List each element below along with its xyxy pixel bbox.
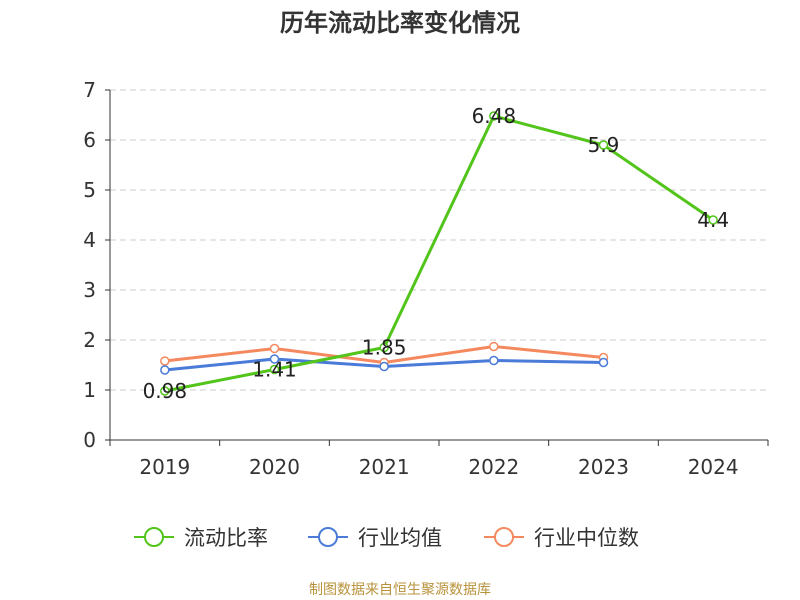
data-point xyxy=(269,354,280,364)
data-labels: 0.98 1.41 1.85 6.48 5.9 4.4 xyxy=(143,104,730,403)
legend-marker xyxy=(144,527,164,547)
legend-label: 行业均值 xyxy=(358,526,442,550)
y-tick-label: 7 xyxy=(83,78,96,102)
data-point xyxy=(598,140,609,150)
x-tick-label: 2022 xyxy=(468,455,519,479)
data-point xyxy=(160,386,170,396)
y-tick-label: 6 xyxy=(83,128,96,152)
x-tick-label: 2021 xyxy=(359,455,410,479)
legend-marker xyxy=(318,527,338,547)
data-label: 5.9 xyxy=(588,133,620,157)
x-tick-label: 2020 xyxy=(249,455,300,479)
data-point xyxy=(160,356,170,366)
data-point xyxy=(708,215,718,225)
series-lines xyxy=(160,111,718,396)
data-point xyxy=(489,341,499,352)
chart-title: 历年流动比率变化情况 xyxy=(280,9,520,37)
data-point xyxy=(379,361,389,372)
x-tick-label: 2019 xyxy=(139,455,190,479)
data-point xyxy=(379,342,389,353)
data-label: 4.4 xyxy=(697,208,729,232)
legend-label: 行业中位数 xyxy=(534,526,639,550)
y-tick-label: 2 xyxy=(83,328,96,352)
x-tick-label: 2023 xyxy=(578,455,629,479)
data-label: 1.41 xyxy=(252,358,297,382)
data-label: 1.85 xyxy=(362,336,407,360)
y-tick-label: 1 xyxy=(83,378,96,402)
y-tick-label: 3 xyxy=(83,278,96,302)
x-tick-label: 2024 xyxy=(688,455,739,479)
data-point xyxy=(269,343,280,354)
y-tick-label: 5 xyxy=(83,178,96,202)
data-point xyxy=(598,357,609,368)
y-tick-label: 0 xyxy=(83,428,96,452)
data-point xyxy=(489,355,499,366)
y-tick-label: 4 xyxy=(83,228,96,252)
axes: 0 1 2 3 4 5 6 7 2019 2020 2021 2022 2023 2024 xyxy=(83,78,769,479)
series-line xyxy=(163,114,715,393)
data-point xyxy=(269,364,280,375)
legend-marker xyxy=(494,527,514,547)
grid-lines xyxy=(110,89,768,391)
data-label: 6.48 xyxy=(472,104,517,128)
data-point xyxy=(489,111,499,121)
data-point xyxy=(160,365,170,375)
legend-label: 流动比率 xyxy=(184,526,268,550)
data-label: 0.98 xyxy=(143,379,188,403)
source-note: 制图数据来自恒生聚源数据库 xyxy=(309,582,491,598)
legend: 流动比率 行业均值 行业中位数 xyxy=(134,526,639,550)
